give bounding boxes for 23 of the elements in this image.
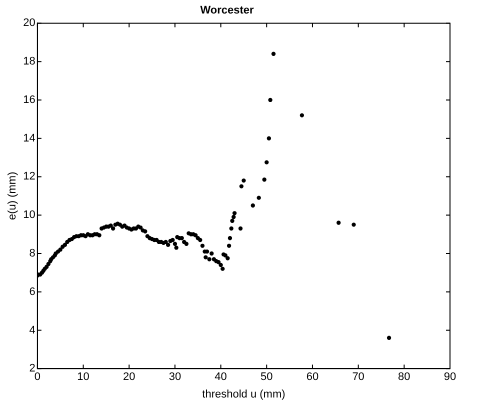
x-tick-label: 90 [444, 371, 456, 384]
y-tick-label: 12 [23, 170, 36, 183]
x-tick-label: 40 [214, 371, 227, 384]
x-tick-label: 60 [306, 371, 319, 384]
x-tick-label: 0 [34, 371, 40, 384]
y-tick-label: 18 [23, 56, 36, 68]
y-tick-label: 10 [23, 209, 36, 222]
y-tick-label: 20 [23, 17, 36, 30]
x-axis-title: threshold u (mm) [202, 388, 286, 400]
y-tick-label: 14 [23, 132, 36, 144]
x-tick-label: 30 [168, 371, 182, 384]
x-tick-label: 80 [398, 371, 410, 384]
y-tick-label: 4 [29, 324, 36, 336]
x-tick-label: 20 [122, 371, 136, 384]
y-tick-label: 16 [23, 94, 36, 106]
y-tick-label: 2 [29, 362, 36, 375]
y-tick-label: 6 [29, 286, 36, 298]
chart-title: Worcester [200, 4, 255, 17]
x-tick-label: 10 [77, 371, 90, 384]
x-tick-label: 70 [352, 371, 364, 384]
y-axis-title: e(u) (mm) [6, 172, 19, 220]
x-tick-label: 50 [260, 371, 273, 384]
y-tick-label: 8 [29, 248, 36, 260]
